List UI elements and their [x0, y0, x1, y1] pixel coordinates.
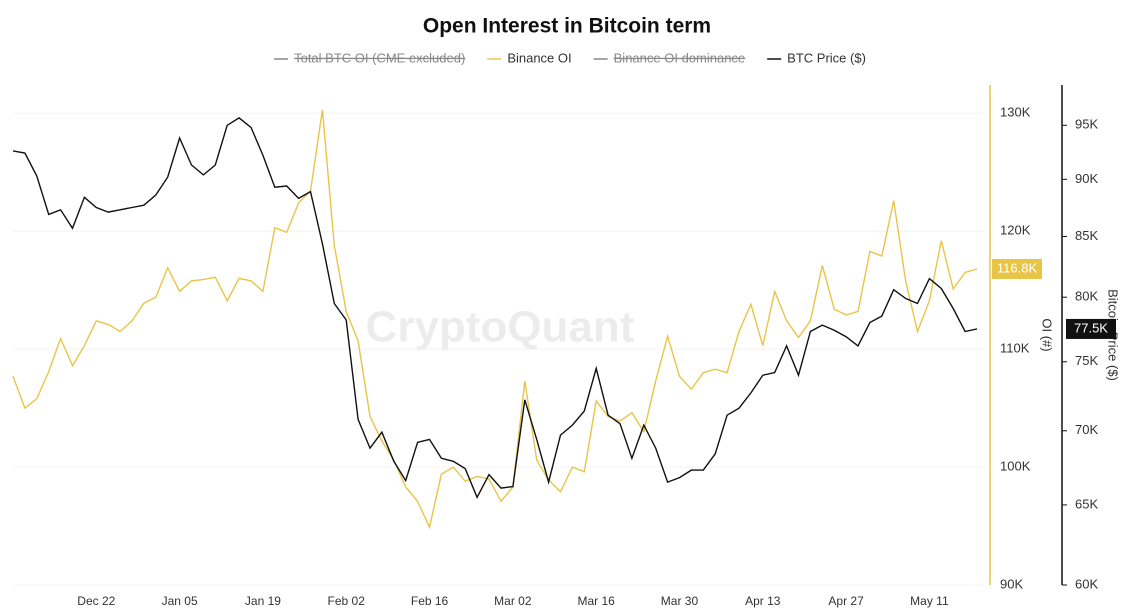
legend-label: BTC Price ($) [787, 50, 866, 65]
legend-item: BTC Price ($) [767, 50, 866, 65]
legend-item: Total BTC OI (CME excluded) [274, 50, 465, 65]
x-tick-label: Feb 02 [328, 594, 366, 608]
y-tick-label: 110K [1000, 341, 1030, 356]
y-tick-label: 130K [1000, 105, 1031, 120]
x-tick-label: Jan 05 [162, 594, 198, 608]
y-tick-label: 120K [1000, 223, 1031, 238]
x-tick-label: May 11 [910, 594, 949, 608]
last-value-badge [992, 258, 1042, 279]
y2-tick-label: 95K [1075, 117, 1098, 132]
y2-tick-label: 65K [1075, 496, 1098, 511]
legend-item: Binance OI [487, 50, 572, 65]
series-line [12, 109, 978, 530]
x-tick-label: Dec 22 [77, 594, 115, 608]
y-tick-label: 100K [1000, 459, 1031, 474]
y2-tick-label: 80K [1075, 289, 1098, 304]
x-tick-label: Mar 16 [577, 594, 615, 608]
y2-tick-label: 70K [1075, 422, 1098, 437]
last-value-label: 77.5K [1074, 320, 1108, 335]
watermark: CryptoQuant [366, 303, 635, 352]
y-tick-label: 90K [1000, 576, 1023, 591]
x-tick-label: Jan 19 [245, 594, 281, 608]
legend-item: Binance OI dominance [593, 50, 746, 65]
y2-tick-label: 60K [1075, 576, 1098, 591]
series-line [12, 117, 978, 499]
x-tick-label: Apr 13 [745, 594, 781, 608]
last-value-badge [1066, 318, 1116, 339]
x-tick-label: Mar 30 [661, 594, 699, 608]
y-axis-title: OI (#) [1040, 318, 1055, 351]
last-value-label: 116.8K [997, 260, 1038, 275]
y2-tick-label: 90K [1075, 171, 1098, 186]
x-tick-label: Feb 16 [411, 594, 449, 608]
legend-label: Total BTC OI (CME excluded) [294, 50, 465, 65]
x-tick-label: Apr 27 [828, 594, 864, 608]
y2-tick-label: 75K [1075, 353, 1098, 368]
chart-title: Open Interest in Bitcoin term [423, 15, 711, 38]
legend-label: Binance OI dominance [614, 50, 746, 65]
legend-label: Binance OI [507, 50, 571, 65]
x-tick-label: Mar 02 [494, 594, 532, 608]
y2-tick-label: 85K [1075, 228, 1098, 243]
